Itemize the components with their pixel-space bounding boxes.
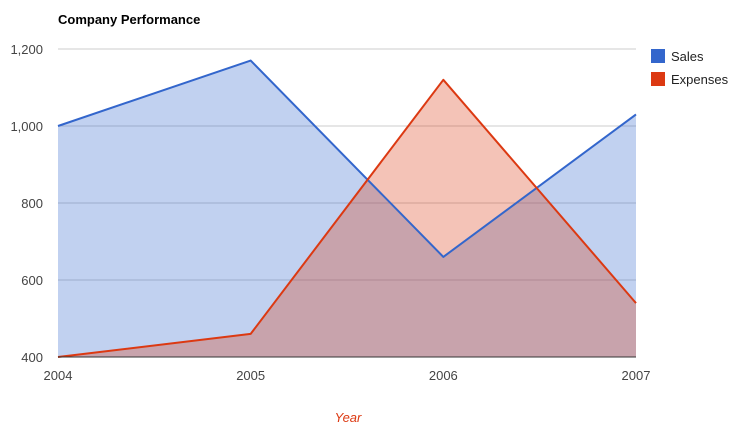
gridlines bbox=[58, 48, 636, 281]
series-areas bbox=[58, 60, 636, 358]
y-tick-label: 1,200 bbox=[10, 42, 43, 57]
legend[interactable]: Sales Expenses bbox=[651, 49, 729, 87]
area-sales[interactable] bbox=[58, 60, 636, 358]
y-tick-label: 1,000 bbox=[10, 119, 43, 134]
x-tick-label: 2006 bbox=[429, 368, 458, 383]
x-tick-label: 2007 bbox=[622, 368, 651, 383]
legend-item-sales[interactable]: Sales bbox=[651, 49, 704, 64]
area-expenses[interactable] bbox=[58, 79, 636, 358]
legend-label: Sales bbox=[671, 49, 704, 64]
legend-swatch bbox=[651, 49, 665, 63]
legend-label: Expenses bbox=[671, 72, 729, 87]
x-axis-label: Year bbox=[335, 410, 362, 425]
y-tick-label: 600 bbox=[21, 273, 43, 288]
x-tick-label: 2005 bbox=[236, 368, 265, 383]
x-tick-label: 2004 bbox=[44, 368, 73, 383]
legend-item-expenses[interactable]: Expenses bbox=[651, 72, 729, 87]
legend-swatch bbox=[651, 72, 665, 86]
line-expenses[interactable] bbox=[57, 78, 637, 358]
y-axis: 400 600 800 1,000 1,200 bbox=[10, 42, 43, 365]
line-sales[interactable] bbox=[57, 59, 637, 258]
x-axis: 2004 2005 2006 2007 bbox=[44, 356, 651, 383]
y-tick-label: 800 bbox=[21, 196, 43, 211]
series-lines bbox=[57, 59, 637, 358]
y-tick-label: 400 bbox=[21, 350, 43, 365]
chart-title: Company Performance bbox=[58, 12, 200, 27]
